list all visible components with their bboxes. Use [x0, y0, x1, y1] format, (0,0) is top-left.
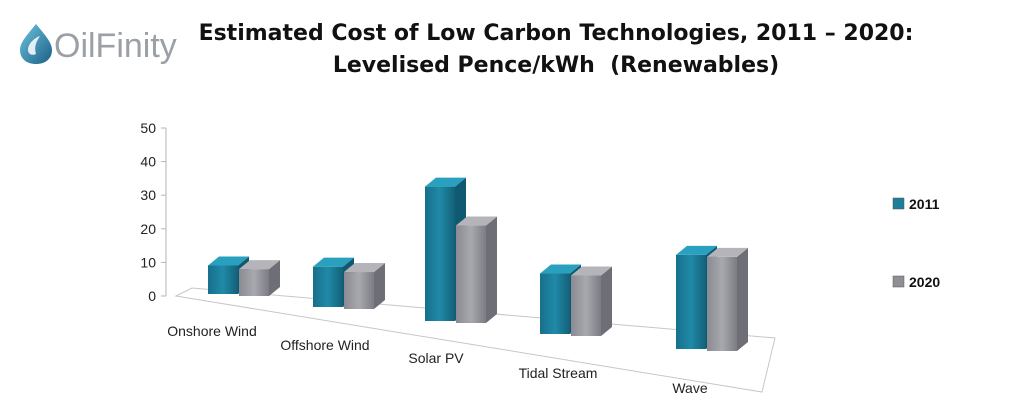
legend-item-2020: 2020 — [892, 274, 940, 290]
y-tick-label: 0 — [148, 288, 156, 304]
bar-top — [676, 245, 717, 255]
bar-top — [540, 264, 581, 274]
bar-top — [344, 263, 385, 273]
bar-front — [208, 265, 238, 294]
bar-front — [313, 266, 343, 307]
bar-top — [239, 260, 280, 270]
bar-front — [676, 254, 706, 349]
bar-side — [374, 263, 385, 309]
bar-2020-wave — [707, 247, 748, 351]
x-tick-label: Solar PV — [408, 350, 464, 366]
bar-2020-tidal-stream — [571, 266, 612, 336]
bar-front — [456, 225, 486, 323]
bar-top — [313, 257, 354, 267]
bar-top — [456, 216, 497, 226]
bar-side — [737, 247, 748, 351]
y-tick-label: 20 — [140, 221, 156, 237]
bar-front — [239, 269, 269, 296]
chart-title-line-2: Levelised Pence/kWh (Renewables) — [332, 53, 780, 78]
bar-front — [707, 256, 737, 351]
bar-2011-solar-pv — [425, 177, 466, 321]
bar-front — [425, 186, 455, 321]
y-tick-label: 30 — [140, 187, 156, 203]
x-tick-label: Offshore Wind — [280, 337, 369, 353]
y-tick-label: 10 — [140, 254, 156, 270]
bar-front — [344, 272, 374, 309]
bar-front — [540, 273, 570, 334]
logo-text: OilFinity — [54, 27, 177, 65]
legend-swatch — [892, 197, 905, 210]
bar-2020-offshore-wind — [344, 263, 385, 309]
bar-front — [571, 275, 601, 336]
y-tick-label: 40 — [140, 154, 156, 170]
oil-drop-icon — [20, 24, 52, 64]
bar-side — [601, 266, 612, 336]
legend-swatch — [892, 275, 905, 288]
bar-top — [208, 256, 249, 266]
bar-top — [425, 177, 466, 187]
bar-2020-solar-pv — [456, 216, 497, 323]
bar-top — [707, 247, 748, 257]
y-tick-label: 50 — [140, 120, 156, 136]
bar-2020-onshore-wind — [239, 260, 280, 296]
oilfinity-logo: OilFinity — [20, 24, 177, 65]
legend-label: 2020 — [909, 274, 940, 290]
x-tick-label: Wave — [672, 380, 707, 396]
legend-item-2011: 2011 — [892, 196, 940, 212]
chart-floor — [174, 287, 776, 393]
x-tick-label: Onshore Wind — [167, 323, 256, 339]
bar-top — [571, 266, 612, 276]
bar-side — [486, 216, 497, 323]
bar-side — [269, 260, 280, 296]
legend-label: 2011 — [909, 196, 940, 212]
chart-title: Estimated Cost of Low Carbon Technologie… — [196, 18, 916, 82]
chart-title-line-1: Estimated Cost of Low Carbon Technologie… — [198, 21, 914, 46]
x-tick-label: Tidal Stream — [519, 365, 598, 381]
